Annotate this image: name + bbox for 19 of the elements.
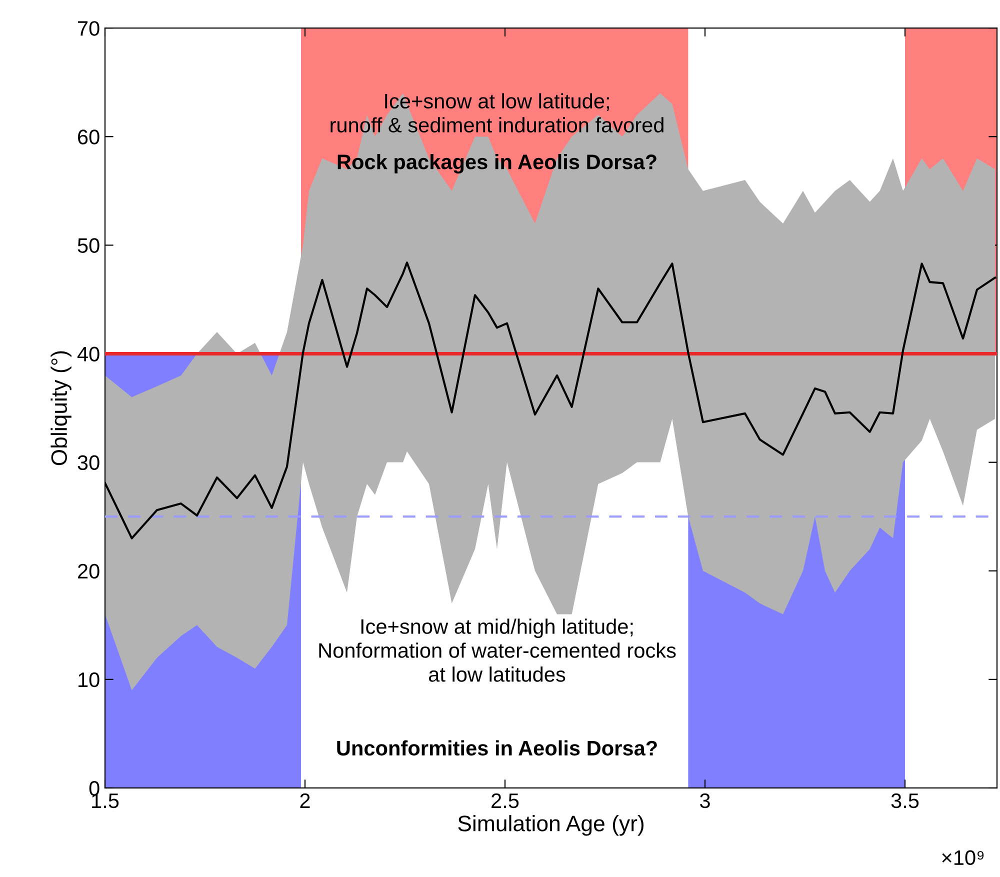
y-axis-title: Obliquity (°) <box>50 351 72 466</box>
x-tick-label: 2.5 <box>492 793 519 808</box>
x-tick-label: 1.5 <box>92 794 119 808</box>
y-tick-label: 40 <box>77 346 100 362</box>
y-tick-label: 50 <box>78 238 100 253</box>
y-tick-label: 10 <box>78 672 100 688</box>
annotation: Unconformities in Aeolis Dorsa? <box>337 740 657 756</box>
annotation: Rock packages in Aeolis Dorsa? <box>338 154 656 174</box>
y-tick-label: 20 <box>78 564 100 579</box>
y-tick-label: 60 <box>78 130 100 144</box>
x-tick-label: 3 <box>700 793 710 808</box>
x-tick-label: 3.5 <box>891 793 919 808</box>
x-axis-title: Simulation Age (yr) <box>458 815 644 836</box>
y-tick-label: 70 <box>78 21 100 36</box>
y-tick-label: 30 <box>78 455 100 470</box>
text: ×10⁹ <box>942 850 984 866</box>
annotation: Ice+snow at low latitude; runoff & sediment induration favored <box>330 93 664 132</box>
x-tick-label: 2 <box>300 793 310 808</box>
annotation: Ice+snow at mid/high latitude; Nonformation of water-cemented rocks at low latitudes <box>319 618 676 682</box>
